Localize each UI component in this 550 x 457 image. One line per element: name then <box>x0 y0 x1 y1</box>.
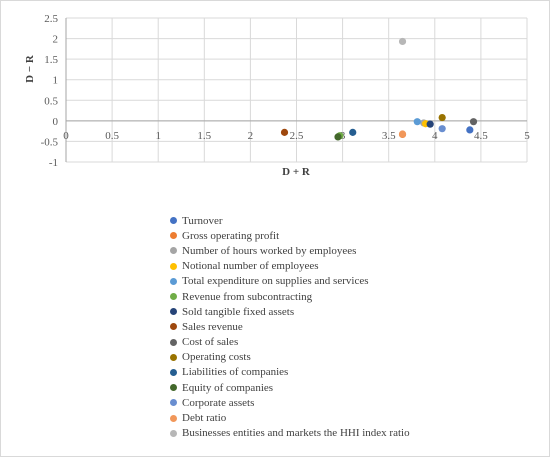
y-tick-label: 0.5 <box>44 95 58 107</box>
legend-marker-icon <box>170 429 177 437</box>
legend-label: Operating costs <box>182 351 251 364</box>
x-tick-label: 1.5 <box>197 130 211 142</box>
y-tick-label: -1 <box>49 157 58 169</box>
legend-label: Total expenditure on supplies and servic… <box>182 275 369 288</box>
y-tick-label: 1.5 <box>44 54 58 66</box>
legend-label: Debt ratio <box>182 412 227 425</box>
legend-item: Operating costs <box>170 350 410 365</box>
legend-marker-icon <box>170 414 177 422</box>
data-point <box>280 128 289 136</box>
legend-item: Gross operating profit <box>170 228 410 243</box>
legend-label: Equity of companies <box>182 381 274 394</box>
data-point <box>398 37 407 46</box>
legend-label: Turnover <box>182 214 223 227</box>
legend-label: Businesses entities and markets the HHI … <box>182 427 410 440</box>
legend-label: Revenue from subcontracting <box>182 290 313 303</box>
x-tick-label: 4.5 <box>474 130 488 142</box>
legend-item: Businesses entities and markets the HHI … <box>170 426 410 441</box>
y-tick-label: 0 <box>53 116 59 128</box>
x-tick-label: 2 <box>248 130 254 142</box>
y-tick-label: -0.5 <box>41 136 59 148</box>
x-tick-label: 4 <box>432 130 438 142</box>
legend-label: Notional number of employees <box>182 260 319 273</box>
legend-marker-icon <box>170 308 177 316</box>
y-axis-title: D − R <box>24 54 36 83</box>
legend-marker-icon <box>170 293 177 301</box>
grid <box>65 17 528 163</box>
y-tick-labels: 2.5 2 1.5 1 0.5 0 -0.5 -1 <box>41 13 59 169</box>
data-points <box>280 37 478 141</box>
legend-item: Total expenditure on supplies and servic… <box>170 274 410 289</box>
legend-marker-icon <box>170 277 177 285</box>
x-tick-label: 5 <box>524 130 530 142</box>
legend-item: Revenue from subcontracting <box>170 289 410 304</box>
legend-marker-icon <box>170 399 177 407</box>
x-tick-label: 2.5 <box>290 130 304 142</box>
legend-marker-icon <box>170 323 177 331</box>
legend-item: Debt ratio <box>170 410 410 425</box>
y-tick-label: 2.5 <box>44 13 58 25</box>
x-axis-title: D + R <box>282 166 311 178</box>
x-tick-labels: 00.511.522.533.544.55 <box>63 130 530 142</box>
data-point <box>466 126 474 134</box>
legend: Turnover Gross operating profit Number of … <box>170 213 410 441</box>
legend-item: Corporate assets <box>170 395 410 410</box>
legend-marker-icon <box>170 262 177 270</box>
legend-label: Corporate assets <box>182 396 255 409</box>
data-point <box>398 130 407 138</box>
legend-label: Cost of sales <box>182 336 239 349</box>
y-tick-label: 2 <box>53 34 59 46</box>
legend-marker-icon <box>170 232 177 240</box>
legend-item: Sold tangible fixed assets <box>170 304 410 319</box>
data-point <box>438 125 446 133</box>
scatter-chart: 2.521.510.50-0.5-1 00.511.522.533.544.55… <box>24 13 530 178</box>
legend-item: Sales revenue <box>170 319 410 334</box>
legend-marker-icon <box>170 247 177 255</box>
legend-item: Notional number of employees <box>170 259 410 274</box>
data-point <box>349 128 357 136</box>
data-point <box>426 120 434 128</box>
x-tick-label: 3.5 <box>382 130 396 142</box>
data-point <box>438 113 446 122</box>
legend-item: Cost of sales <box>170 335 410 350</box>
legend-label: Liabilities of companies <box>182 366 289 379</box>
legend-marker-icon <box>170 384 177 392</box>
data-point <box>413 118 421 126</box>
legend-label: Sold tangible fixed assets <box>182 305 295 318</box>
x-tick-label: 1 <box>155 130 161 142</box>
data-point <box>334 133 342 141</box>
legend-marker-icon <box>170 338 177 346</box>
legend-marker-icon <box>170 217 177 225</box>
legend-marker-icon <box>170 368 177 376</box>
legend-item: Equity of companies <box>170 380 410 395</box>
data-point <box>469 118 478 126</box>
legend-item: Number of hours worked by employees <box>170 243 410 258</box>
x-tick-label: 0 <box>63 130 69 142</box>
y-tick-label: 1 <box>53 75 59 87</box>
legend-label: Number of hours worked by employees <box>182 244 357 257</box>
legend-label: Gross operating profit <box>182 229 280 242</box>
legend-item: Liabilities of companies <box>170 365 410 380</box>
legend-item: Turnover <box>170 213 410 228</box>
legend-marker-icon <box>170 353 177 361</box>
x-tick-label: 0.5 <box>105 130 119 142</box>
legend-label: Sales revenue <box>182 320 243 333</box>
